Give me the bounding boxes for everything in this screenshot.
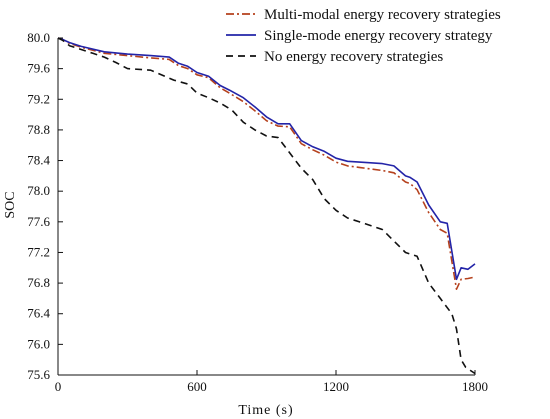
y-axis-title: SOC [3,191,18,218]
series-line-1 [57,37,476,291]
series-line-3 [57,37,476,375]
legend-label-3: No energy recovery strategies [264,49,443,65]
y-tick-label: 79.2 [27,91,50,106]
x-tick-label: 1800 [462,379,488,394]
series-line-2 [57,37,476,281]
axes [57,38,475,376]
legend-label-1: Multi-modal energy recovery strategies [264,7,501,23]
y-tick-label: 78.8 [27,122,50,137]
y-tick-label: 78.0 [27,183,50,198]
x-tick-label: 600 [187,379,207,394]
legend: Multi-modal energy recovery strategies Si… [226,7,501,65]
y-tick-label: 76.0 [27,336,50,351]
tick-layer: 80.0 79.6 79.2 78.8 78.4 78.0 77.6 77.2 76.8 76.4… [27,30,488,394]
y-tick-label: 76.8 [27,275,50,290]
y-tick-label: 75.6 [27,367,50,382]
y-tick-label: 80.0 [27,30,50,45]
y-tick-label: 77.2 [27,244,50,259]
legend-label-2: Single-mode energy recovery strategy [264,28,493,44]
y-tick-label: 76.4 [27,306,50,321]
y-tick-label: 78.4 [27,153,50,168]
series-layer [57,37,476,375]
x-tick-label: 1200 [323,379,349,394]
y-tick-label: 77.6 [27,214,50,229]
x-tick-label: 0 [55,379,62,394]
x-axis-title: Time (s) [238,403,293,418]
y-tick-label: 79.6 [27,61,50,76]
